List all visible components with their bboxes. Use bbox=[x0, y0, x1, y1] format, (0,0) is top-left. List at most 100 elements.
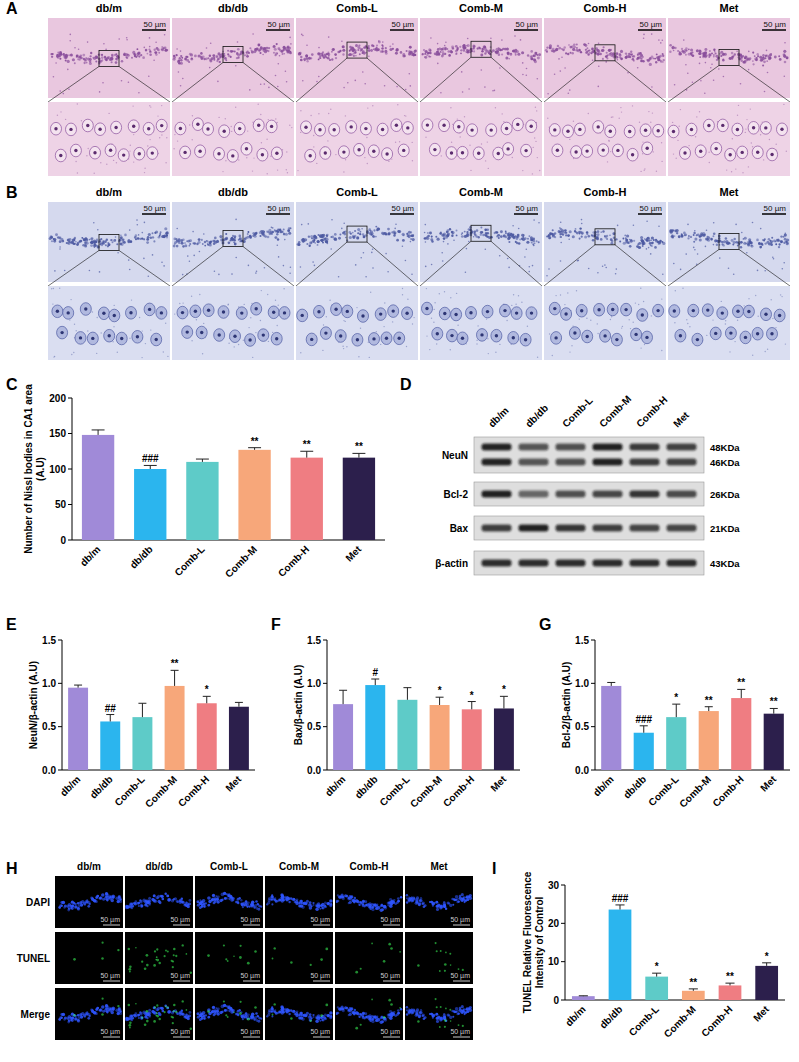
neuropil bbox=[656, 171, 657, 172]
nucleolus bbox=[93, 151, 96, 154]
cell bbox=[276, 43, 278, 45]
nucleolus bbox=[406, 126, 409, 129]
nucleolus bbox=[233, 335, 236, 338]
cell bbox=[342, 53, 344, 55]
cell bbox=[54, 270, 56, 272]
neuropil bbox=[112, 341, 113, 342]
cell bbox=[299, 52, 301, 54]
cell bbox=[128, 81, 130, 83]
cell bbox=[499, 67, 501, 69]
cell bbox=[405, 89, 407, 91]
nucleolus bbox=[631, 153, 634, 156]
neuropil bbox=[129, 150, 130, 151]
neuropil bbox=[231, 126, 232, 127]
cell bbox=[732, 55, 734, 57]
cell bbox=[699, 50, 702, 53]
cell bbox=[311, 53, 314, 56]
cell bbox=[409, 46, 412, 49]
cell bbox=[148, 233, 151, 236]
neuropil bbox=[404, 115, 405, 116]
cell bbox=[204, 245, 206, 247]
cell bbox=[274, 54, 276, 56]
cell bbox=[674, 47, 676, 49]
nucleolus bbox=[324, 151, 327, 154]
cell bbox=[126, 37, 128, 39]
cell bbox=[290, 266, 292, 268]
neuropil bbox=[751, 142, 752, 143]
cell bbox=[355, 80, 357, 82]
cell bbox=[135, 234, 137, 236]
cell bbox=[194, 54, 197, 57]
cell bbox=[533, 54, 536, 57]
nucleolus bbox=[231, 154, 234, 157]
neuropil bbox=[114, 305, 115, 306]
cell bbox=[606, 52, 608, 54]
cell bbox=[643, 34, 645, 36]
neuropil bbox=[166, 137, 167, 138]
neuropil bbox=[735, 168, 736, 169]
cell bbox=[308, 236, 310, 238]
cell bbox=[93, 222, 95, 224]
nucleolus bbox=[628, 130, 631, 133]
nucleolus bbox=[505, 127, 508, 130]
neuropil bbox=[94, 173, 95, 174]
cell bbox=[577, 50, 580, 53]
cell bbox=[329, 59, 331, 61]
cell bbox=[377, 48, 380, 51]
cell bbox=[142, 56, 145, 59]
cell bbox=[692, 54, 695, 57]
cell bbox=[173, 55, 175, 57]
cell bbox=[249, 89, 251, 91]
neuropil bbox=[644, 170, 645, 171]
cell bbox=[216, 55, 219, 58]
cell bbox=[688, 48, 690, 50]
cell bbox=[247, 233, 249, 235]
cell bbox=[605, 61, 607, 63]
cell bbox=[77, 58, 79, 60]
cell bbox=[101, 56, 104, 59]
image-background bbox=[172, 102, 294, 176]
cell bbox=[368, 55, 370, 57]
cell bbox=[192, 231, 194, 233]
cell bbox=[129, 229, 131, 231]
cell bbox=[268, 47, 270, 49]
image-background bbox=[48, 286, 170, 360]
cell bbox=[743, 61, 746, 64]
cell bbox=[136, 48, 138, 50]
neuropil bbox=[783, 104, 784, 105]
cell bbox=[96, 239, 99, 242]
nucleolus bbox=[585, 149, 588, 152]
cell bbox=[395, 52, 398, 55]
cell bbox=[354, 230, 356, 232]
neuropil bbox=[776, 144, 777, 145]
cell bbox=[178, 238, 181, 241]
nucleolus bbox=[147, 127, 150, 130]
nucleolus bbox=[385, 152, 388, 155]
figure: Adb/m50 µmdb/db50 µmComb-L50 µmComb-M50 … bbox=[0, 0, 799, 1062]
cell bbox=[121, 60, 124, 63]
cell bbox=[261, 233, 264, 236]
cell bbox=[783, 50, 786, 53]
cell bbox=[300, 56, 302, 58]
cell bbox=[236, 52, 238, 54]
neuropil bbox=[248, 327, 249, 328]
neuropil bbox=[388, 161, 389, 162]
cell bbox=[662, 59, 664, 61]
cell bbox=[156, 47, 159, 50]
nucleolus bbox=[644, 129, 647, 132]
cell bbox=[722, 59, 724, 61]
cell bbox=[472, 45, 475, 48]
neuropil bbox=[367, 163, 368, 164]
nucleolus bbox=[179, 127, 182, 130]
cell bbox=[206, 47, 208, 49]
cell bbox=[137, 237, 140, 240]
panel-letter: B bbox=[6, 184, 18, 201]
cell bbox=[306, 243, 308, 245]
cell bbox=[217, 52, 220, 55]
neuropil bbox=[610, 151, 611, 152]
neuropil bbox=[173, 148, 174, 149]
cell bbox=[709, 50, 711, 52]
cell bbox=[598, 65, 600, 67]
cell bbox=[104, 240, 107, 243]
cell bbox=[189, 260, 191, 262]
